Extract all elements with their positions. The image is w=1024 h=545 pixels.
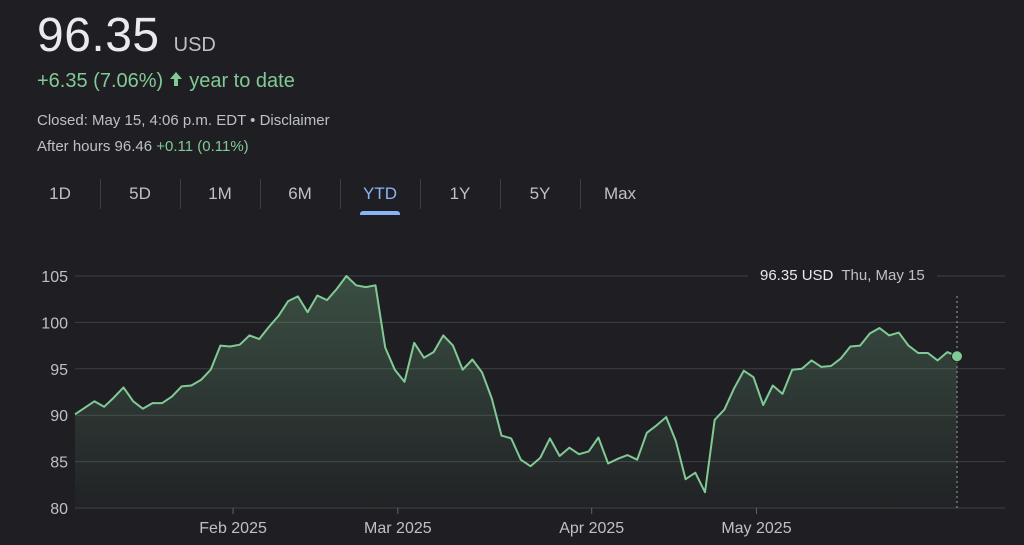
y-axis: 80 85 90 95 100 105: [41, 269, 68, 518]
y-tick-label: 80: [50, 501, 68, 518]
arrow-up-icon: [169, 70, 183, 93]
range-tabs: 1D 5D 1M 6M YTD 1Y 5Y Max: [20, 175, 660, 215]
tab-1y[interactable]: 1Y: [420, 175, 500, 215]
current-point-marker: [951, 350, 963, 363]
after-hours-info: After hours 96.46 +0.11 (0.11%): [37, 138, 249, 155]
tab-max[interactable]: Max: [580, 175, 660, 215]
current-price: 96.35: [37, 9, 160, 62]
change-period: year to date: [189, 70, 295, 92]
y-tick-label: 85: [50, 455, 68, 472]
chart-tooltip: 96.35 USD Thu, May 15: [748, 257, 937, 293]
x-tick-label: Feb 2025: [199, 520, 267, 537]
price-chart[interactable]: 80 85 90 95 100 105 Feb 2025 Mar 2025 Apr 2025 M…: [0, 240, 1024, 545]
ytd-change: +6.35 (7.06%) year to date: [37, 70, 295, 93]
after-hours-change: +0.11 (0.11%): [156, 138, 249, 155]
price-header: 96.35 USD: [37, 8, 216, 63]
tab-5d[interactable]: 5D: [100, 175, 180, 215]
y-tick-label: 100: [41, 315, 68, 332]
tab-1m[interactable]: 1M: [180, 175, 260, 215]
tooltip-date: Thu, May 15: [841, 266, 925, 284]
price-line: [74, 275, 958, 494]
tab-5y[interactable]: 5Y: [500, 175, 580, 215]
tab-1d[interactable]: 1D: [49, 184, 71, 203]
tab-6m[interactable]: 6M: [260, 175, 340, 215]
y-tick-label: 105: [41, 269, 68, 286]
x-axis: Feb 2025 Mar 2025 Apr 2025 May 2025: [199, 508, 792, 537]
x-tick-label: Mar 2025: [364, 520, 432, 537]
after-hours-label: After hours 96.46: [37, 138, 153, 155]
currency-label: USD: [173, 34, 216, 56]
price-area: [75, 276, 957, 508]
x-tick-label: May 2025: [721, 520, 791, 537]
x-tick-label: Apr 2025: [559, 520, 624, 537]
tooltip-price: 96.35 USD: [760, 266, 834, 284]
closed-info: Closed: May 15, 4:06 p.m. EDT • Disclaim…: [37, 112, 330, 129]
y-tick-label: 95: [50, 362, 68, 379]
change-value: +6.35 (7.06%): [37, 70, 164, 92]
tab-ytd[interactable]: YTD: [340, 175, 420, 215]
y-tick-label: 90: [50, 408, 68, 425]
